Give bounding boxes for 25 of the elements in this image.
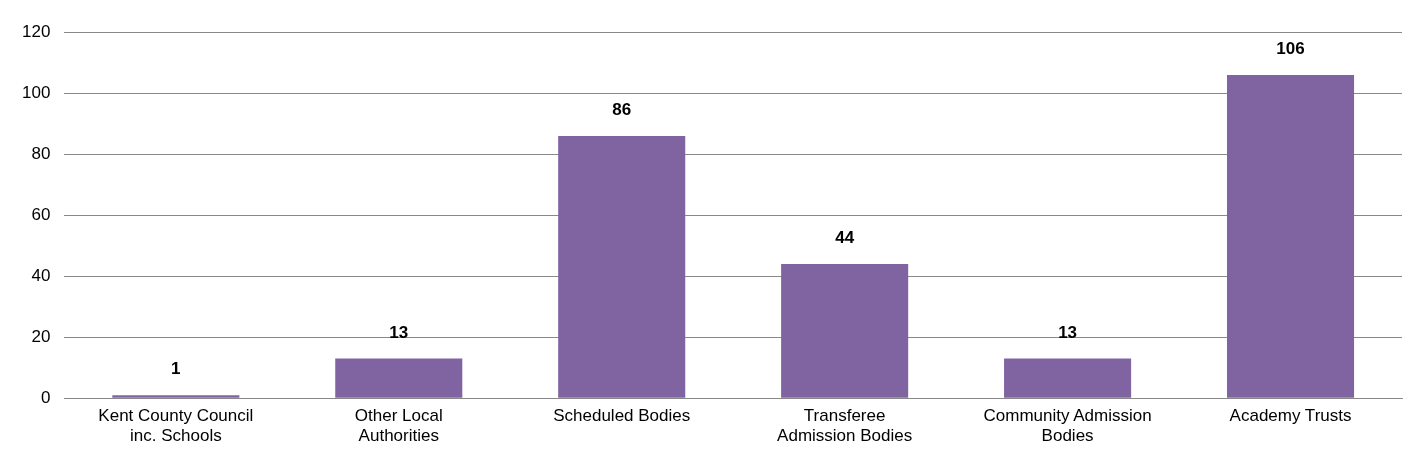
x-tick-label: Other Local Authorities bbox=[354, 406, 443, 446]
bar bbox=[112, 395, 240, 398]
y-tick-label: 60 bbox=[31, 204, 51, 224]
data-label: 44 bbox=[835, 228, 855, 248]
bar bbox=[335, 358, 463, 398]
data-label: 13 bbox=[389, 322, 409, 342]
y-tick-label: 80 bbox=[31, 143, 51, 163]
y-tick-label: 120 bbox=[21, 21, 51, 41]
x-tick-label: Academy Trusts bbox=[1229, 406, 1352, 426]
x-tick-label: Community Admission Bodies bbox=[983, 406, 1152, 446]
x-tick-label: Kent County Council inc. Schools bbox=[98, 406, 254, 446]
y-tick-label: 100 bbox=[21, 82, 51, 102]
bar bbox=[1004, 358, 1132, 398]
bar bbox=[1226, 74, 1355, 398]
bar bbox=[558, 135, 686, 398]
data-label: 106 bbox=[1276, 39, 1305, 59]
y-tick-label: 20 bbox=[31, 326, 51, 346]
x-tick-label: Scheduled Bodies bbox=[553, 406, 691, 426]
data-label: 13 bbox=[1058, 322, 1078, 342]
data-label: 86 bbox=[612, 100, 632, 120]
x-tick-label: Transferee Admission Bodies bbox=[777, 406, 913, 446]
data-label: 1 bbox=[171, 359, 181, 379]
y-tick-label: 40 bbox=[31, 265, 51, 285]
bar bbox=[781, 264, 909, 398]
y-tick-label: 0 bbox=[40, 387, 51, 407]
